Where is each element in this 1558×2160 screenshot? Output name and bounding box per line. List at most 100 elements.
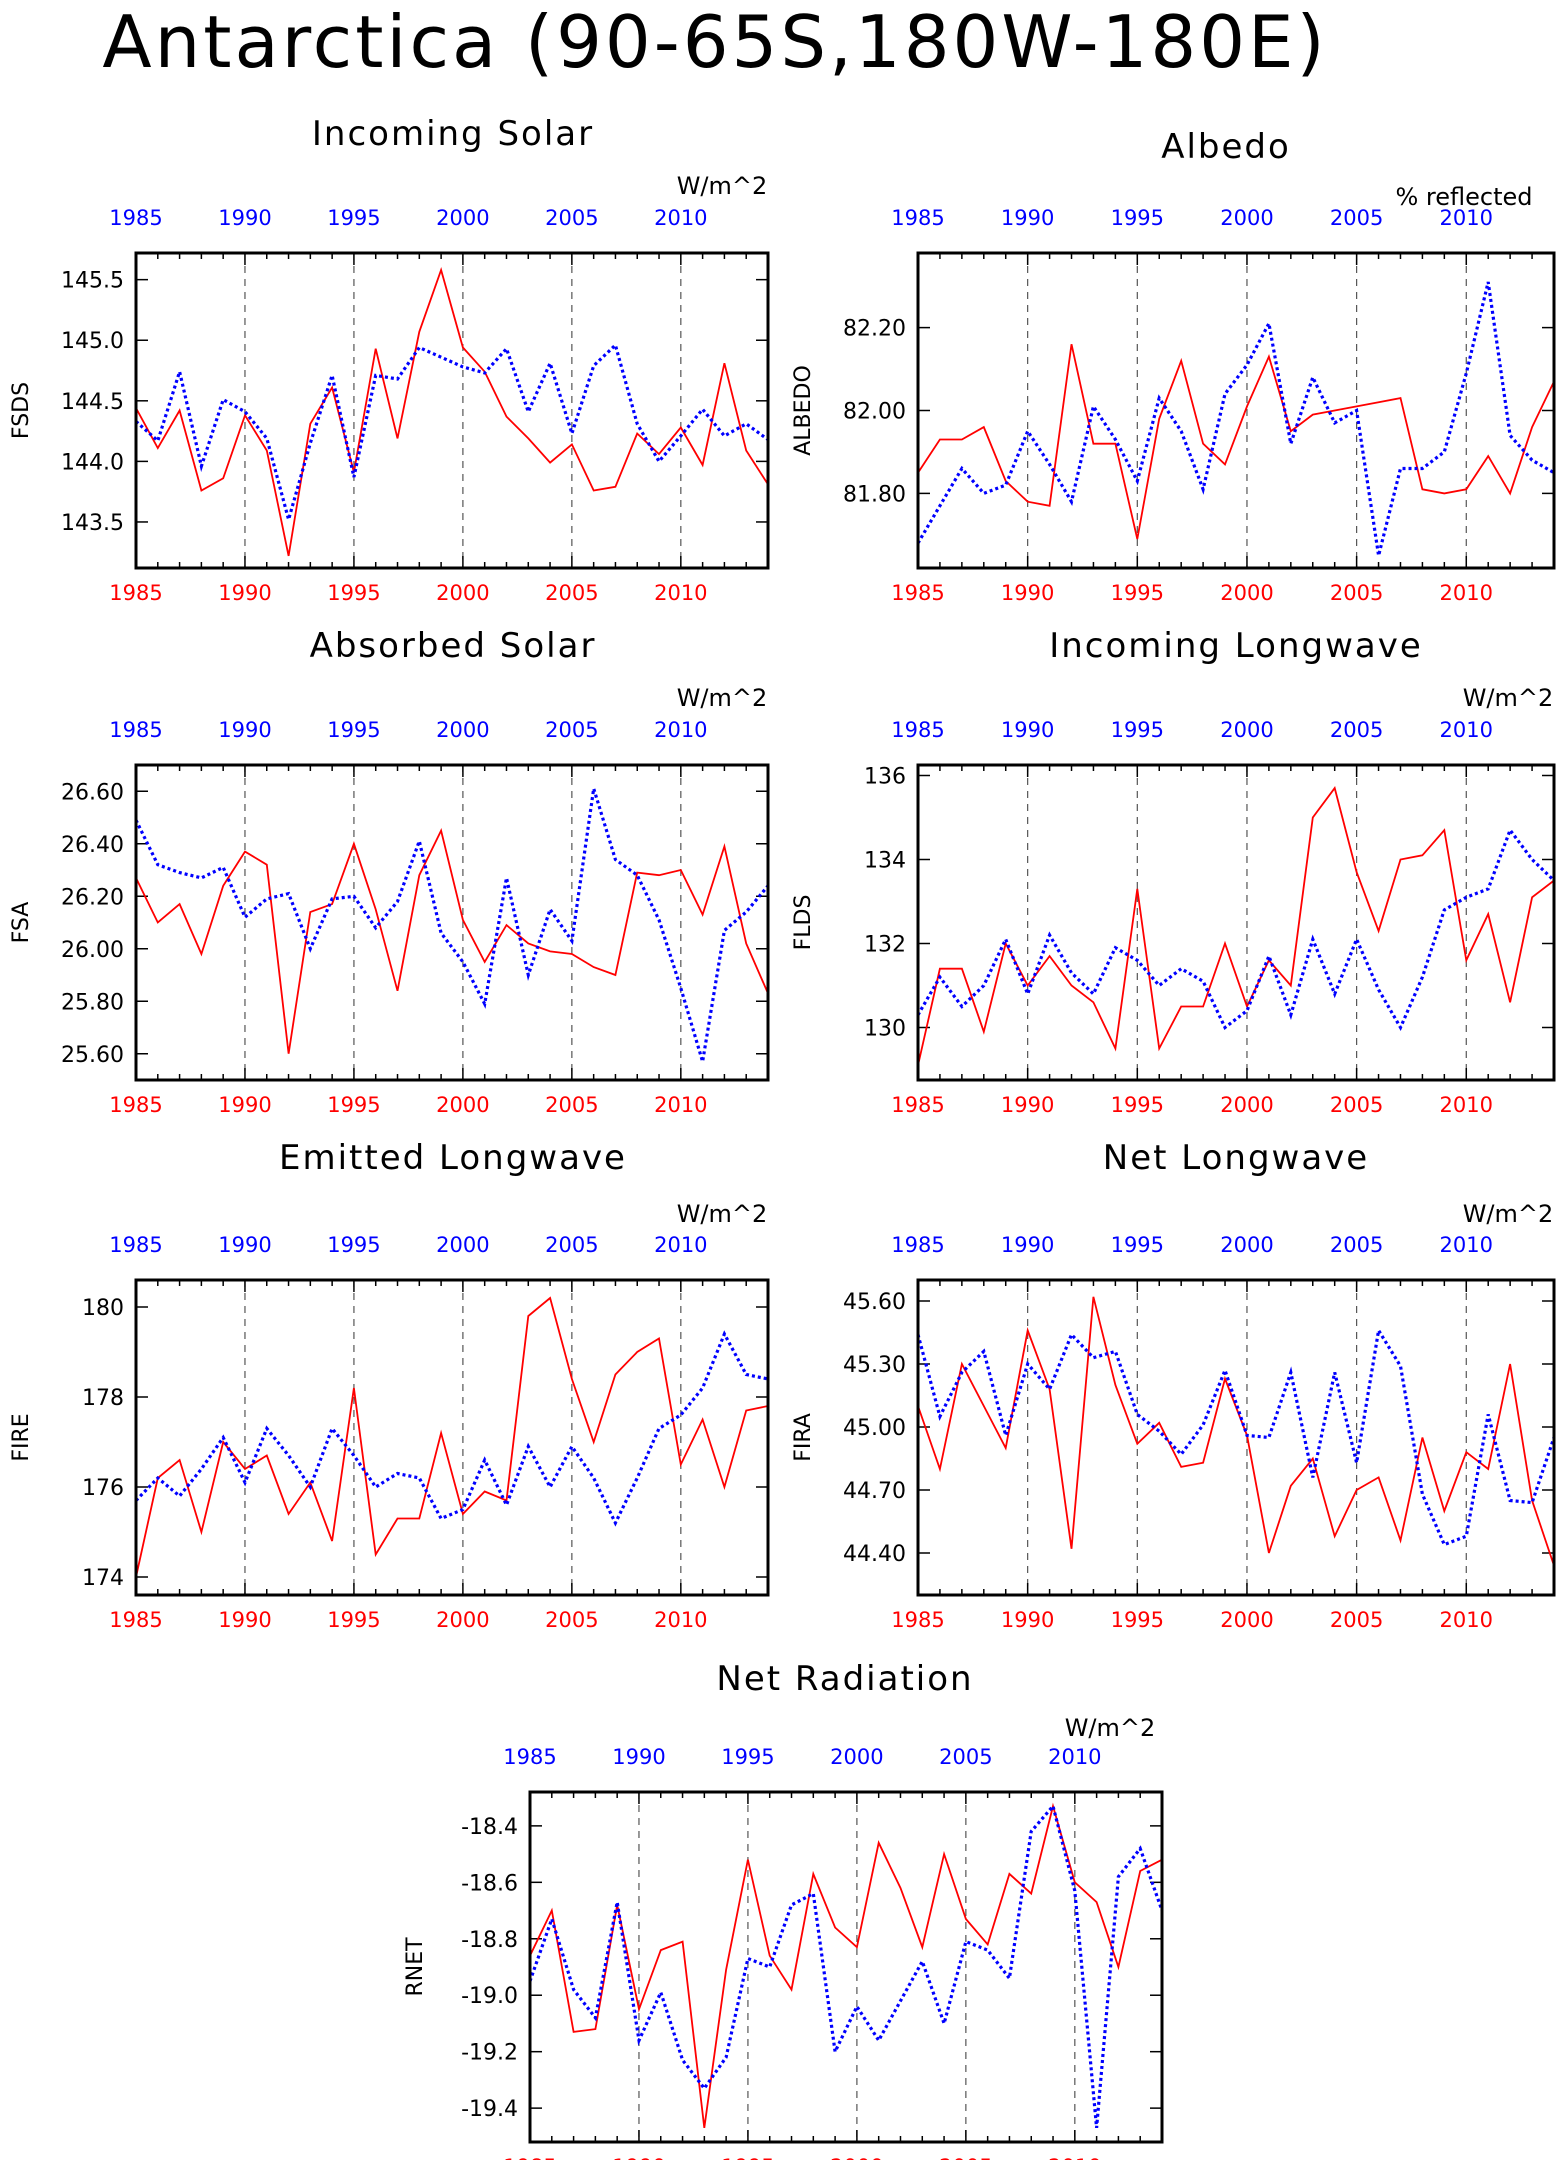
- y-tick-label: 134: [864, 849, 906, 874]
- x-tick-label-bottom: 2005: [545, 1608, 598, 1632]
- y-tick-label: 132: [864, 933, 906, 958]
- y-tick-label: -19.2: [461, 2041, 518, 2066]
- units-label: W/m^2: [677, 684, 768, 712]
- chart-title: Albedo: [1161, 127, 1291, 167]
- blue-series-line: [916, 826, 1556, 1032]
- y-tick-label: -18.4: [461, 1815, 518, 1840]
- x-tick-label-top: 1985: [109, 1233, 162, 1257]
- plot-frame: [916, 763, 1556, 1082]
- x-tick-label-bottom: 2000: [1220, 1608, 1273, 1632]
- x-tick-label-top: 2010: [654, 1233, 707, 1257]
- y-axis-label: ALBEDO: [791, 365, 816, 456]
- plot-frame: [134, 251, 770, 570]
- units-label: W/m^2: [1065, 1714, 1156, 1742]
- x-tick-label-bottom: 2000: [1220, 581, 1273, 605]
- y-tick-label: 45.60: [843, 1290, 906, 1315]
- x-tick-label-bottom: 1990: [1001, 581, 1054, 605]
- y-axis-label: FIRE: [9, 1413, 34, 1461]
- y-axis-label: FSDS: [9, 382, 34, 439]
- units-label: % reflected: [1395, 183, 1532, 211]
- x-tick-label-top: 2005: [1330, 718, 1383, 742]
- x-tick-label-bottom: 1985: [503, 2155, 556, 2160]
- y-tick-label: -18.8: [461, 1928, 518, 1953]
- y-tick-label: 144.0: [61, 450, 124, 475]
- x-tick-label-bottom: 2010: [654, 1608, 707, 1632]
- chart-title: Emitted Longwave: [279, 1138, 627, 1178]
- y-tick-label: 26.40: [61, 833, 124, 858]
- x-tick-label-top: 2000: [1220, 718, 1273, 742]
- x-tick-label-top: 1990: [1001, 206, 1054, 230]
- x-tick-label-top: 1985: [891, 718, 944, 742]
- x-tick-label-bottom: 2005: [545, 581, 598, 605]
- x-tick-label-top: 2010: [1440, 206, 1493, 230]
- units-label: W/m^2: [1463, 684, 1554, 712]
- y-tick-label: 25.60: [61, 1043, 124, 1068]
- x-tick-label-bottom: 1985: [891, 581, 944, 605]
- x-tick-label-bottom: 1995: [1111, 1608, 1164, 1632]
- y-axis-label: FLDS: [791, 895, 816, 951]
- x-tick-label-top: 1990: [218, 718, 271, 742]
- x-tick-label-bottom: 2010: [1440, 1608, 1493, 1632]
- x-tick-label-bottom: 2000: [436, 1608, 489, 1632]
- red-series-line: [135, 827, 769, 1054]
- red-series-line: [529, 1802, 1163, 2129]
- y-tick-label: -19.0: [461, 1984, 518, 2009]
- x-tick-label-top: 2005: [939, 1745, 992, 1769]
- x-tick-label-top: 1990: [1001, 718, 1054, 742]
- x-tick-label-top: 1990: [612, 1745, 665, 1769]
- x-tick-label-bottom: 2005: [545, 1093, 598, 1117]
- x-tick-label-top: 2005: [1330, 1233, 1383, 1257]
- y-tick-label: 176: [82, 1476, 124, 1501]
- x-tick-label-top: 1995: [327, 1233, 380, 1257]
- x-tick-label-top: 2000: [1220, 1233, 1273, 1257]
- x-tick-label-bottom: 1985: [891, 1093, 944, 1117]
- x-tick-label-top: 2010: [654, 206, 707, 230]
- x-tick-label-bottom: 1995: [327, 1093, 380, 1117]
- blue-series-line: [916, 281, 1555, 556]
- y-tick-label: -18.6: [461, 1871, 518, 1896]
- x-tick-label-top: 1995: [327, 718, 380, 742]
- y-tick-label: 178: [82, 1386, 124, 1411]
- x-tick-label-top: 1985: [503, 1745, 556, 1769]
- x-tick-label-top: 2005: [545, 206, 598, 230]
- red-series-line: [917, 786, 1555, 1066]
- y-axis-label: FIRA: [791, 1413, 816, 1462]
- x-tick-label-bottom: 1985: [109, 581, 162, 605]
- x-tick-label-top: 2010: [1048, 1745, 1101, 1769]
- x-tick-label-top: 2000: [436, 206, 489, 230]
- y-tick-label: 45.00: [843, 1416, 906, 1441]
- x-tick-label-top: 1995: [1111, 206, 1164, 230]
- x-tick-label-bottom: 2000: [436, 581, 489, 605]
- y-tick-label: 136: [864, 765, 906, 790]
- x-tick-label-bottom: 1985: [109, 1608, 162, 1632]
- y-tick-label: 145.5: [61, 269, 124, 294]
- x-tick-label-bottom: 2000: [1220, 1093, 1273, 1117]
- blue-series-line: [916, 1325, 1556, 1547]
- x-tick-label-top: 2010: [1440, 718, 1493, 742]
- x-tick-label-top: 2005: [545, 1233, 598, 1257]
- y-tick-label: -19.4: [461, 2097, 518, 2122]
- y-tick-label: 26.00: [61, 938, 124, 963]
- x-tick-label-bottom: 2005: [1330, 581, 1383, 605]
- x-tick-label-bottom: 2010: [1048, 2155, 1101, 2160]
- x-tick-label-top: 1995: [721, 1745, 774, 1769]
- blue-series-line: [528, 1802, 1164, 2129]
- x-tick-label-top: 1995: [1111, 718, 1164, 742]
- x-tick-label-bottom: 1990: [612, 2155, 665, 2160]
- y-axis-label: RNET: [403, 1937, 428, 1997]
- x-tick-label-bottom: 2000: [830, 2155, 883, 2160]
- plot-frame: [916, 251, 1556, 570]
- y-tick-label: 180: [82, 1296, 124, 1321]
- x-tick-label-bottom: 2010: [1440, 581, 1493, 605]
- plot-frame: [528, 1790, 1164, 2144]
- x-tick-label-top: 1995: [327, 206, 380, 230]
- x-tick-label-top: 2005: [1330, 206, 1383, 230]
- y-tick-label: 82.00: [843, 400, 906, 425]
- x-tick-label-bottom: 2010: [1440, 1093, 1493, 1117]
- x-tick-label-bottom: 1990: [1001, 1093, 1054, 1117]
